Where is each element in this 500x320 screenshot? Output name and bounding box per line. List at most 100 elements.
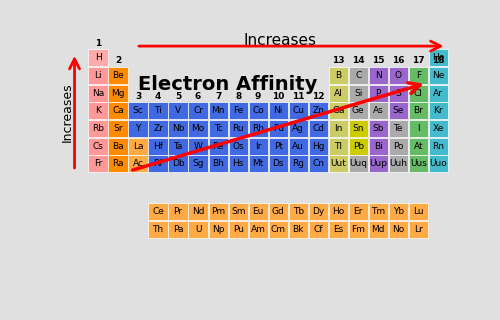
FancyBboxPatch shape [368,120,388,137]
FancyBboxPatch shape [388,102,408,119]
FancyBboxPatch shape [248,120,268,137]
FancyBboxPatch shape [228,203,248,220]
Text: S: S [396,89,401,98]
FancyBboxPatch shape [388,138,408,155]
FancyBboxPatch shape [148,120,168,137]
Text: Cd: Cd [312,124,324,133]
FancyBboxPatch shape [328,203,348,220]
FancyBboxPatch shape [188,221,208,238]
Text: 4: 4 [155,92,162,101]
Text: Increases: Increases [61,82,74,142]
Text: 11: 11 [292,92,304,101]
Text: Pt: Pt [274,142,282,151]
FancyBboxPatch shape [148,102,168,119]
Text: Mt: Mt [252,159,264,168]
Text: Er: Er [354,207,363,216]
Text: Zn: Zn [312,106,324,115]
Text: 13: 13 [332,56,344,65]
Text: La: La [133,142,143,151]
Text: Ho: Ho [332,207,344,216]
FancyBboxPatch shape [388,221,408,238]
FancyBboxPatch shape [128,120,148,137]
FancyBboxPatch shape [168,203,188,220]
Text: Np: Np [212,225,224,234]
Text: Ti: Ti [154,106,162,115]
Text: Mo: Mo [192,124,204,133]
Text: Po: Po [393,142,404,151]
Text: Bk: Bk [292,225,304,234]
FancyBboxPatch shape [168,221,188,238]
Text: 7: 7 [215,92,222,101]
Text: Li: Li [94,71,102,80]
FancyBboxPatch shape [168,102,188,119]
Text: Uuq: Uuq [350,159,368,168]
FancyBboxPatch shape [188,138,208,155]
Text: Cf: Cf [314,225,323,234]
FancyBboxPatch shape [88,84,108,101]
FancyBboxPatch shape [388,67,408,84]
Text: Uup: Uup [370,159,388,168]
Text: Ds: Ds [272,159,284,168]
Text: Nb: Nb [172,124,184,133]
Text: Bh: Bh [212,159,224,168]
FancyBboxPatch shape [188,102,208,119]
Text: Uus: Uus [410,159,427,168]
Text: Yb: Yb [393,207,404,216]
Text: 17: 17 [412,56,424,65]
Text: U: U [195,225,202,234]
FancyBboxPatch shape [88,156,108,172]
Text: Ca: Ca [112,106,124,115]
Text: Se: Se [392,106,404,115]
FancyBboxPatch shape [388,84,408,101]
Text: B: B [335,71,342,80]
FancyBboxPatch shape [328,102,348,119]
Text: C: C [355,71,362,80]
FancyBboxPatch shape [228,120,248,137]
FancyBboxPatch shape [108,102,128,119]
Text: Sm: Sm [231,207,246,216]
Text: 2: 2 [115,56,121,65]
Text: 5: 5 [175,92,181,101]
Text: I: I [417,124,420,133]
Text: Tl: Tl [334,142,342,151]
FancyBboxPatch shape [428,49,448,66]
FancyBboxPatch shape [288,120,308,137]
Text: Pd: Pd [272,124,284,133]
FancyBboxPatch shape [328,120,348,137]
Text: Uut: Uut [330,159,346,168]
Text: Sg: Sg [192,159,204,168]
Text: Cl: Cl [414,89,423,98]
Text: Au: Au [292,142,304,151]
FancyBboxPatch shape [388,156,408,172]
FancyBboxPatch shape [428,102,448,119]
Text: 6: 6 [195,92,201,101]
FancyBboxPatch shape [388,120,408,137]
FancyBboxPatch shape [368,156,388,172]
Text: Rh: Rh [252,124,264,133]
FancyBboxPatch shape [248,221,268,238]
Text: Al: Al [334,89,342,98]
FancyBboxPatch shape [368,102,388,119]
FancyBboxPatch shape [128,156,148,172]
FancyBboxPatch shape [348,120,368,137]
FancyBboxPatch shape [228,138,248,155]
Text: Pr: Pr [174,207,182,216]
Text: Md: Md [372,225,385,234]
Text: Nd: Nd [192,207,204,216]
FancyBboxPatch shape [408,203,428,220]
FancyBboxPatch shape [308,102,328,119]
Text: Pu: Pu [232,225,243,234]
Text: Re: Re [212,142,224,151]
FancyBboxPatch shape [288,102,308,119]
FancyBboxPatch shape [188,203,208,220]
FancyBboxPatch shape [348,156,368,172]
Text: Cu: Cu [292,106,304,115]
Text: P: P [376,89,381,98]
Text: 16: 16 [392,56,404,65]
Text: Cs: Cs [92,142,104,151]
Text: Lr: Lr [414,225,422,234]
FancyBboxPatch shape [348,221,368,238]
FancyBboxPatch shape [208,156,228,172]
FancyBboxPatch shape [408,120,428,137]
Text: K: K [95,106,101,115]
